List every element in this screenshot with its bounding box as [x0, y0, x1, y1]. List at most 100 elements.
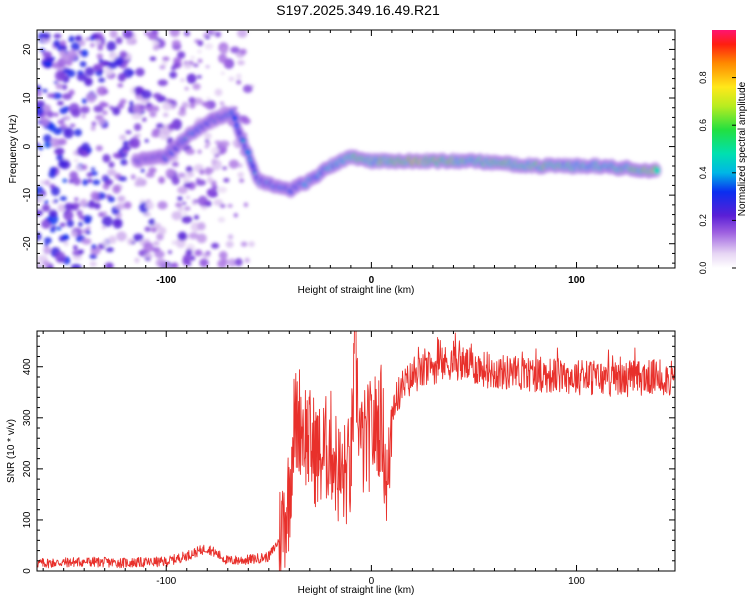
- heatmap-noise-cell: [97, 118, 107, 126]
- heatmap-noise-cell: [197, 222, 206, 231]
- heatmap-noise-cell: [63, 115, 71, 121]
- heatmap-noise-cell: [171, 176, 180, 185]
- heatmap-noise-cell: [109, 30, 118, 39]
- heatmap-noise-cell: [73, 159, 79, 163]
- heatmap-noise-cell: [171, 161, 179, 167]
- heatmap-noise-cell: [234, 258, 243, 267]
- y-tick-label: 0: [22, 568, 33, 574]
- heatmap-noise-cell: [206, 176, 213, 184]
- heatmap-noise-cell: [237, 30, 248, 38]
- heatmap-noise-cell: [52, 141, 61, 147]
- x-tick-label: 100: [568, 576, 585, 587]
- heatmap-noise-cell: [82, 150, 88, 155]
- heatmap-noise-cell: [237, 163, 243, 168]
- heatmap-noise-cell: [65, 130, 71, 135]
- colorbar-tick-label: 0.8: [698, 71, 708, 84]
- heatmap-noise-cell: [131, 241, 136, 245]
- heatmap-noise-cell: [172, 61, 180, 69]
- heatmap-noise-cell: [117, 102, 125, 109]
- heatmap-noise-cell: [154, 250, 165, 259]
- heatmap-noise-cell: [149, 56, 157, 62]
- heatmap-noise-cell: [197, 49, 202, 54]
- heatmap-noise-cell: [102, 153, 111, 163]
- heatmap-noise-cell: [101, 215, 113, 227]
- y-tick-label: 400: [22, 358, 33, 375]
- heatmap-noise-cell: [117, 83, 124, 88]
- heatmap-noise-cell: [37, 90, 42, 97]
- heatmap-noise-cell: [227, 204, 233, 208]
- heatmap-noise-cell: [210, 146, 220, 155]
- heatmap-noise-cell: [144, 138, 149, 143]
- heatmap-noise-cell: [205, 251, 211, 255]
- heatmap-noise-cell: [98, 58, 104, 63]
- heatmap-noise-cell: [70, 263, 82, 268]
- heatmap-noise-cell: [145, 172, 155, 178]
- heatmap-noise-cell: [133, 86, 142, 94]
- heatmap-noise-cell: [171, 240, 177, 245]
- heatmap-noise-cell: [51, 92, 63, 100]
- heatmap-noise-cell: [144, 226, 152, 232]
- heatmap-noise-cell: [96, 53, 104, 60]
- heatmap-noise-cell: [43, 200, 49, 204]
- heatmap-noise-cell: [94, 202, 101, 210]
- heatmap-noise-cell: [43, 104, 51, 113]
- heatmap-noise-cell: [192, 83, 201, 91]
- heatmap-noise-cell: [184, 86, 189, 91]
- heatmap-noise-cell: [211, 158, 218, 165]
- heatmap-noise-cell: [135, 95, 141, 101]
- heatmap-noise-cell: [38, 145, 43, 151]
- heatmap-noise-cell: [143, 241, 154, 253]
- heatmap-noise-cell: [237, 171, 244, 178]
- heatmap-noise-cell: [183, 30, 191, 37]
- heatmap-noise-cell: [43, 246, 52, 255]
- heatmap-noise-cell: [108, 235, 117, 245]
- heatmap-noise-cell: [98, 77, 106, 83]
- heatmap-noise-cell: [177, 51, 186, 59]
- heatmap-noise-cell: [106, 40, 117, 52]
- heatmap-noise-cell: [73, 128, 82, 137]
- heatmap-noise-cell: [89, 253, 97, 260]
- heatmap-noise-cell: [59, 45, 68, 51]
- heatmap-noise-cell: [159, 65, 166, 70]
- heatmap-noise-cell: [62, 93, 72, 100]
- heatmap-noise-cell: [197, 195, 208, 207]
- heatmap-noise-cell: [228, 76, 235, 82]
- heatmap-noise-cell: [158, 226, 167, 235]
- heatmap-noise-cell: [190, 56, 195, 60]
- heatmap-noise-cell: [131, 113, 142, 120]
- heatmap-noise-cell: [102, 239, 109, 247]
- heatmap-noise-cell: [97, 45, 104, 51]
- heatmap-noise-cell: [105, 247, 114, 253]
- heatmap-noise-cell: [169, 30, 181, 38]
- heatmap-noise-cell: [194, 249, 203, 257]
- heatmap-noise-cell: [74, 197, 79, 202]
- colorbar-tick-label: 0.6: [698, 119, 708, 132]
- heatmap-noise-cell: [87, 200, 96, 209]
- heatmap-noise-cell: [230, 46, 240, 54]
- heatmap-noise-cell: [82, 179, 89, 186]
- heatmap-noise-cell: [175, 202, 183, 208]
- heatmap-noise-cell: [148, 167, 157, 174]
- heatmap-noise-cell: [243, 202, 249, 208]
- heatmap-noise-cell: [149, 111, 157, 118]
- heatmap-noise-cell: [220, 71, 225, 75]
- heatmap-noise-cell: [75, 165, 83, 171]
- spectrogram-frame: [36, 29, 676, 269]
- heatmap-noise-cell: [214, 88, 223, 97]
- heatmap-noise-cell: [239, 48, 247, 55]
- heatmap-noise-cell: [62, 53, 70, 62]
- heatmap-noise-cell: [61, 84, 68, 90]
- heatmap-noise-cell: [236, 79, 242, 85]
- heatmap-noise-cell: [93, 65, 100, 72]
- heatmap-noise-cell: [59, 196, 67, 201]
- heatmap-noise-cell: [79, 61, 87, 68]
- heatmap-noise-cell: [84, 66, 95, 77]
- heatmap-noise-cell: [157, 200, 168, 210]
- heatmap-noise-cell: [133, 233, 144, 242]
- y-tick-label: 200: [22, 460, 33, 477]
- heatmap-noise-cell: [170, 104, 176, 110]
- heatmap-noise-cell: [130, 139, 141, 149]
- heatmap-noise-cell: [185, 195, 191, 199]
- heatmap-noise-cell: [242, 84, 253, 93]
- heatmap-noise-cell: [172, 72, 177, 77]
